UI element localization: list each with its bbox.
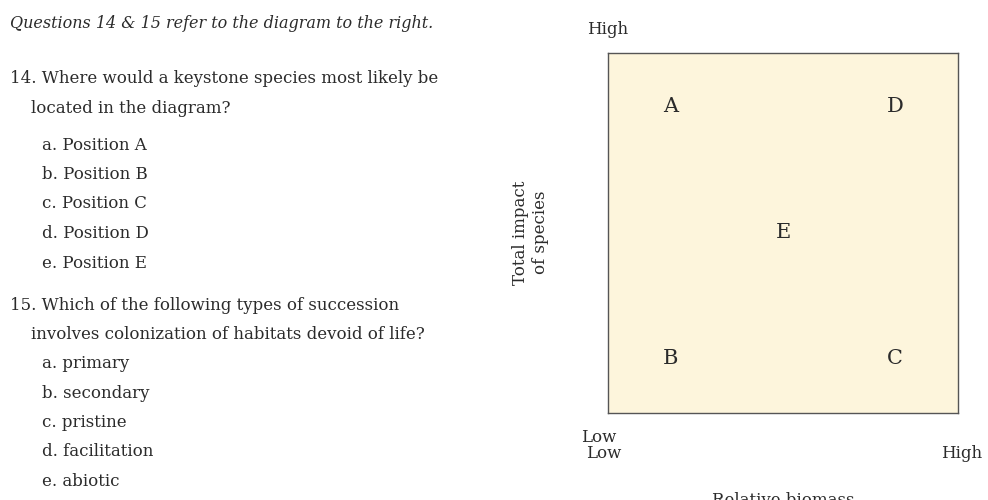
Text: High: High (942, 445, 982, 462)
Text: E: E (776, 223, 790, 242)
Text: c. Position C: c. Position C (41, 196, 147, 212)
Text: Relative biomass
of species: Relative biomass of species (711, 492, 855, 500)
Text: c. pristine: c. pristine (41, 414, 126, 431)
Text: e. Position E: e. Position E (41, 254, 147, 272)
Text: d. facilitation: d. facilitation (41, 444, 153, 460)
Text: a. Position A: a. Position A (41, 136, 146, 154)
Text: 15. Which of the following types of succession: 15. Which of the following types of succ… (11, 298, 399, 314)
Text: Low: Low (587, 445, 621, 462)
Text: b. secondary: b. secondary (41, 384, 149, 402)
Text: High: High (587, 21, 627, 38)
Text: Low: Low (581, 428, 617, 446)
Text: involves colonization of habitats devoid of life?: involves colonization of habitats devoid… (11, 326, 425, 343)
Text: a. primary: a. primary (41, 355, 129, 372)
Text: D: D (887, 97, 904, 116)
Text: b. Position B: b. Position B (41, 166, 147, 183)
Text: e. abiotic: e. abiotic (41, 473, 120, 490)
Text: 14. Where would a keystone species most likely be: 14. Where would a keystone species most … (11, 70, 439, 87)
Text: A: A (663, 97, 679, 116)
Text: B: B (663, 349, 679, 368)
Text: located in the diagram?: located in the diagram? (11, 100, 231, 117)
Text: Questions 14 & 15 refer to the diagram to the right.: Questions 14 & 15 refer to the diagram t… (11, 15, 434, 32)
Text: C: C (887, 349, 903, 368)
Text: Total impact
of species: Total impact of species (512, 180, 548, 284)
Text: d. Position D: d. Position D (41, 225, 149, 242)
